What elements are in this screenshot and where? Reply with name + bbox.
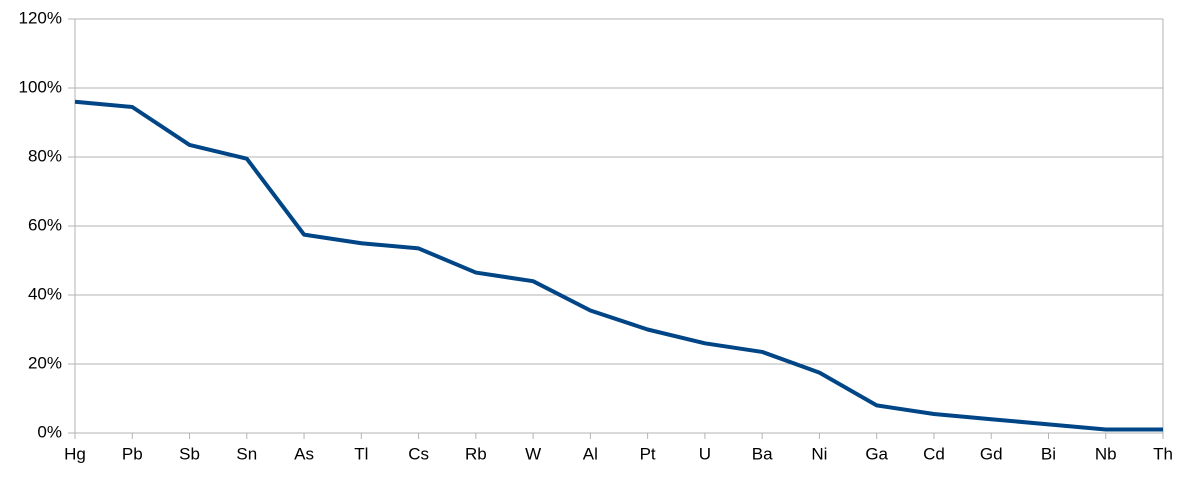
x-tick-label: Hg xyxy=(64,444,86,463)
x-tick-label: Bi xyxy=(1041,444,1056,463)
x-tick-label: Nb xyxy=(1095,444,1117,463)
x-tick-label: Sb xyxy=(179,444,200,463)
x-tick-label: W xyxy=(525,444,541,463)
x-tick-label: Al xyxy=(583,444,598,463)
y-tick-label: 40% xyxy=(28,284,62,303)
x-tick-label: Gd xyxy=(980,444,1003,463)
x-tick-label: Rb xyxy=(465,444,487,463)
y-tick-label: 20% xyxy=(28,353,62,372)
x-tick-label: Tl xyxy=(354,444,368,463)
x-tick-label: U xyxy=(699,444,711,463)
x-tick-label: Cd xyxy=(923,444,945,463)
y-tick-label: 100% xyxy=(19,77,62,96)
data-line xyxy=(74,99,1163,432)
x-tick-label: Pt xyxy=(640,444,656,463)
y-tick-label: 80% xyxy=(28,146,62,165)
x-tick-label: Sn xyxy=(236,444,257,463)
x-tick-label: As xyxy=(294,444,314,463)
x-tick-label: Ga xyxy=(865,444,888,463)
y-tick-label: 120% xyxy=(19,8,62,27)
y-tick-label: 0% xyxy=(37,422,62,441)
x-tick-label: Th xyxy=(1153,444,1173,463)
y-tick-label: 60% xyxy=(28,215,62,234)
x-tick-label: Ba xyxy=(752,444,773,463)
x-tick-label: Cs xyxy=(408,444,429,463)
x-tick-label: Ni xyxy=(811,444,827,463)
x-tick-label: Pb xyxy=(122,444,143,463)
